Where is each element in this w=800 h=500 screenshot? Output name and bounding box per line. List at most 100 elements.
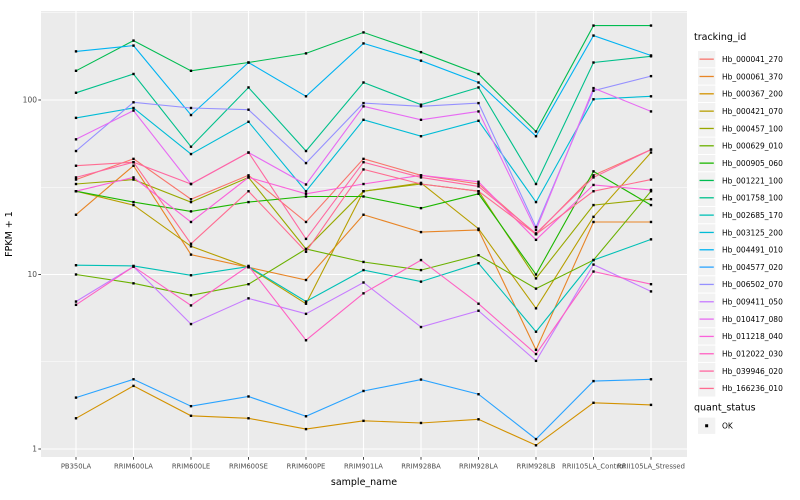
legend-item-Hb_006502_070: Hb_006502_070: [698, 276, 783, 293]
data-point: [477, 81, 480, 84]
data-point: [419, 50, 423, 54]
data-point: [74, 300, 78, 303]
data-point: [477, 192, 480, 196]
data-point: [189, 294, 193, 297]
data-point: [649, 110, 653, 113]
data-point: [247, 176, 250, 179]
data-point: [419, 135, 423, 138]
data-point: [304, 312, 308, 316]
data-point: [592, 270, 595, 273]
data-point: [534, 182, 538, 186]
data-point: [247, 200, 250, 204]
data-point: [649, 203, 653, 207]
data-point: [132, 384, 135, 388]
data-point: [362, 168, 365, 171]
data-point: [592, 176, 595, 179]
data-point: [592, 61, 595, 64]
data-point: [649, 54, 653, 57]
legend-item-Hb_011218_040: Hb_011218_040: [698, 328, 783, 345]
legend-label: Hb_000061_370: [722, 72, 783, 81]
legend-label: Hb_000629_010: [722, 142, 783, 151]
data-point: [649, 220, 653, 224]
data-point: [304, 427, 308, 431]
data-point: [362, 419, 365, 423]
data-point: [419, 421, 423, 425]
data-point: [132, 106, 135, 110]
legend-item-Hb_000041_270: Hb_000041_270: [698, 51, 783, 68]
x-tick-label: RRII105LA_Stressed: [617, 463, 685, 471]
legend-label: Hb_004491_010: [722, 246, 783, 255]
data-point: [189, 152, 193, 156]
data-point: [132, 109, 135, 112]
data-point: [477, 418, 480, 421]
data-point: [189, 198, 193, 201]
data-point: [592, 98, 595, 101]
data-point: [74, 69, 78, 73]
data-point: [419, 206, 423, 210]
x-tick-label: RRIM928BA: [401, 463, 441, 471]
x-axis-title: sample_name: [331, 477, 397, 488]
data-point: [74, 149, 78, 153]
data-point: [247, 264, 250, 268]
data-point: [419, 176, 423, 179]
data-point: [304, 192, 308, 196]
legend-item-Hb_001221_100: Hb_001221_100: [698, 172, 783, 189]
data-point: [649, 290, 653, 293]
data-point: [649, 178, 653, 181]
data-point: [534, 444, 538, 447]
data-point: [534, 330, 538, 333]
data-point: [189, 404, 193, 408]
data-point: [419, 378, 423, 381]
data-point: [304, 247, 308, 251]
data-points: [74, 24, 653, 447]
data-point: [534, 135, 538, 138]
data-point: [362, 268, 365, 272]
data-point: [247, 61, 250, 64]
data-point: [477, 110, 480, 113]
legend-item-Hb_003125_200: Hb_003125_200: [698, 224, 783, 241]
x-tick-label: RRIM928LA: [459, 463, 498, 471]
data-point: [534, 277, 538, 280]
data-point: [477, 190, 480, 193]
data-point: [362, 161, 365, 164]
data-point: [534, 437, 538, 441]
x-tick-label: RRIM600SE: [229, 463, 268, 471]
data-point: [592, 190, 595, 193]
data-point: [304, 300, 308, 303]
data-point: [477, 180, 480, 183]
data-point: [649, 151, 653, 154]
data-point: [649, 403, 653, 407]
data-point: [189, 106, 193, 110]
data-point: [74, 396, 78, 399]
data-point: [189, 242, 193, 245]
data-point: [477, 101, 480, 105]
legend-label: Hb_166236_010: [722, 384, 783, 393]
data-point: [362, 260, 365, 264]
data-point: [304, 52, 308, 55]
data-point: [132, 378, 135, 381]
data-point: [592, 170, 595, 173]
data-point: [247, 108, 250, 111]
data-point: [534, 228, 538, 232]
data-point: [132, 164, 135, 167]
data-point: [419, 118, 423, 122]
data-point: [534, 233, 538, 236]
data-point: [132, 39, 135, 42]
data-point: [247, 297, 250, 300]
legend-label: Hb_000421_070: [722, 107, 783, 116]
data-point: [362, 389, 365, 393]
data-point: [247, 151, 250, 154]
data-point: [304, 183, 308, 186]
data-point: [649, 282, 653, 286]
legend-item-Hb_000905_060: Hb_000905_060: [698, 154, 783, 172]
data-point: [247, 174, 250, 177]
y-axis-title: FPKM + 1: [4, 211, 15, 257]
data-point: [477, 228, 480, 232]
y-tick-label: 10: [27, 270, 37, 279]
data-point: [477, 119, 480, 122]
data-point: [74, 176, 78, 179]
legend-label: Hb_001221_100: [722, 176, 783, 185]
data-point: [592, 379, 595, 383]
data-point: [477, 185, 480, 188]
legend-label: Hb_010417_080: [722, 315, 783, 324]
